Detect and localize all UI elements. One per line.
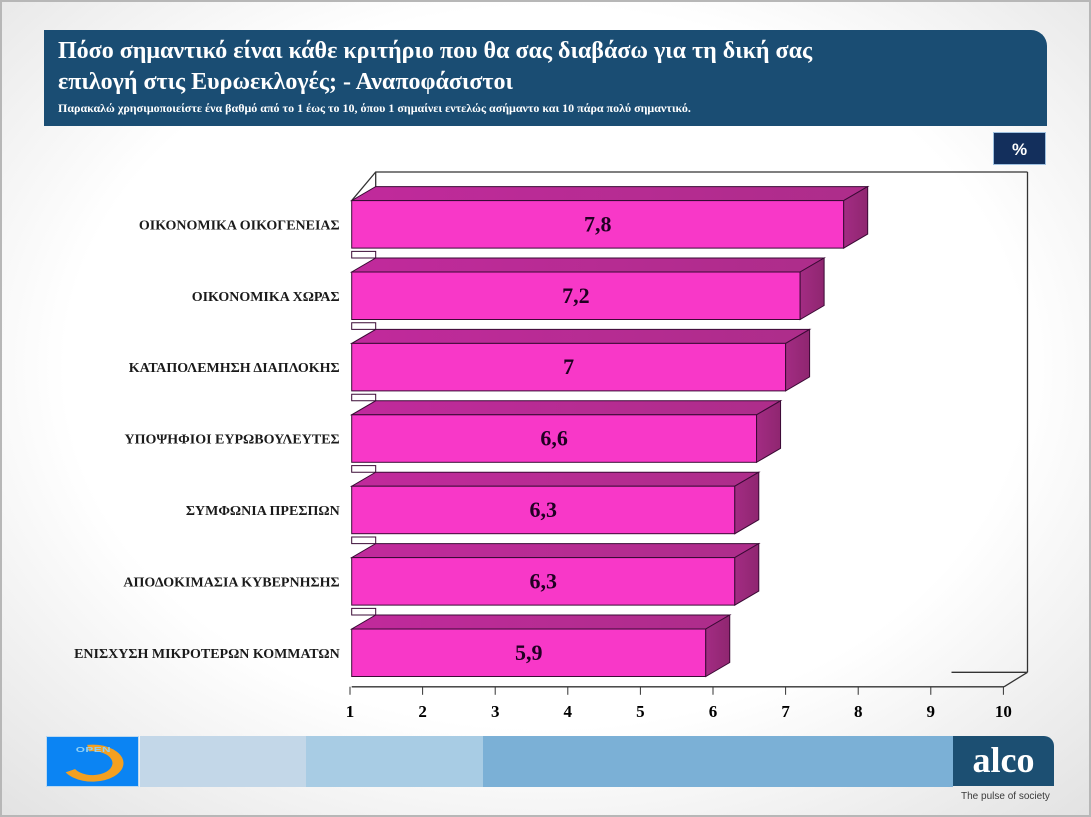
svg-text:ΣΥΜΦΩΝΙΑ ΠΡΕΣΠΩΝ: ΣΥΜΦΩΝΙΑ ΠΡΕΣΠΩΝ: [186, 504, 340, 519]
svg-text:3: 3: [491, 702, 500, 721]
svg-text:1: 1: [346, 702, 355, 721]
svg-text:ΟΙΚΟΝΟΜΙΚΑ ΧΩΡΑΣ: ΟΙΚΟΝΟΜΙΚΑ ΧΩΡΑΣ: [192, 290, 340, 305]
svg-text:6: 6: [709, 702, 718, 721]
svg-text:ΑΠΟΔΟΚΙΜΑΣΙΑ ΚΥΒΕΡΝΗΣΗΣ: ΑΠΟΔΟΚΙΜΑΣΙΑ ΚΥΒΕΡΝΗΣΗΣ: [123, 575, 339, 590]
svg-text:ΚΑΤΑΠΟΛΕΜΗΣΗ ΔΙΑΠΛΟΚΗΣ: ΚΑΤΑΠΟΛΕΜΗΣΗ ΔΙΑΠΛΟΚΗΣ: [129, 361, 340, 376]
svg-text:5,9: 5,9: [515, 640, 543, 665]
svg-text:ΕΝΙΣΧΥΣΗ ΜΙΚΡΟΤΕΡΩΝ ΚΟΜΜΑΤΩΝ: ΕΝΙΣΧΥΣΗ ΜΙΚΡΟΤΕΡΩΝ ΚΟΜΜΑΤΩΝ: [74, 647, 340, 662]
svg-text:6,3: 6,3: [529, 497, 557, 522]
svg-text:2: 2: [418, 702, 427, 721]
svg-text:7,8: 7,8: [584, 211, 612, 236]
svg-text:7: 7: [781, 702, 790, 721]
svg-text:6,6: 6,6: [540, 426, 568, 451]
svg-text:7,2: 7,2: [562, 283, 590, 308]
svg-text:10: 10: [995, 702, 1012, 721]
svg-text:8: 8: [854, 702, 863, 721]
svg-text:ΟΙΚΟΝΟΜΙΚΑ ΟΙΚΟΓΕΝΕΙΑΣ: ΟΙΚΟΝΟΜΙΚΑ ΟΙΚΟΓΕΝΕΙΑΣ: [139, 218, 340, 233]
svg-text:6,3: 6,3: [529, 568, 557, 593]
svg-text:ΥΠΟΨΗΦΙΟΙ ΕΥΡΩΒΟΥΛΕΥΤΕΣ: ΥΠΟΨΗΦΙΟΙ ΕΥΡΩΒΟΥΛΕΥΤΕΣ: [124, 433, 339, 448]
svg-text:7: 7: [563, 354, 574, 379]
svg-text:9: 9: [927, 702, 936, 721]
svg-text:5: 5: [636, 702, 645, 721]
svg-text:4: 4: [564, 702, 573, 721]
